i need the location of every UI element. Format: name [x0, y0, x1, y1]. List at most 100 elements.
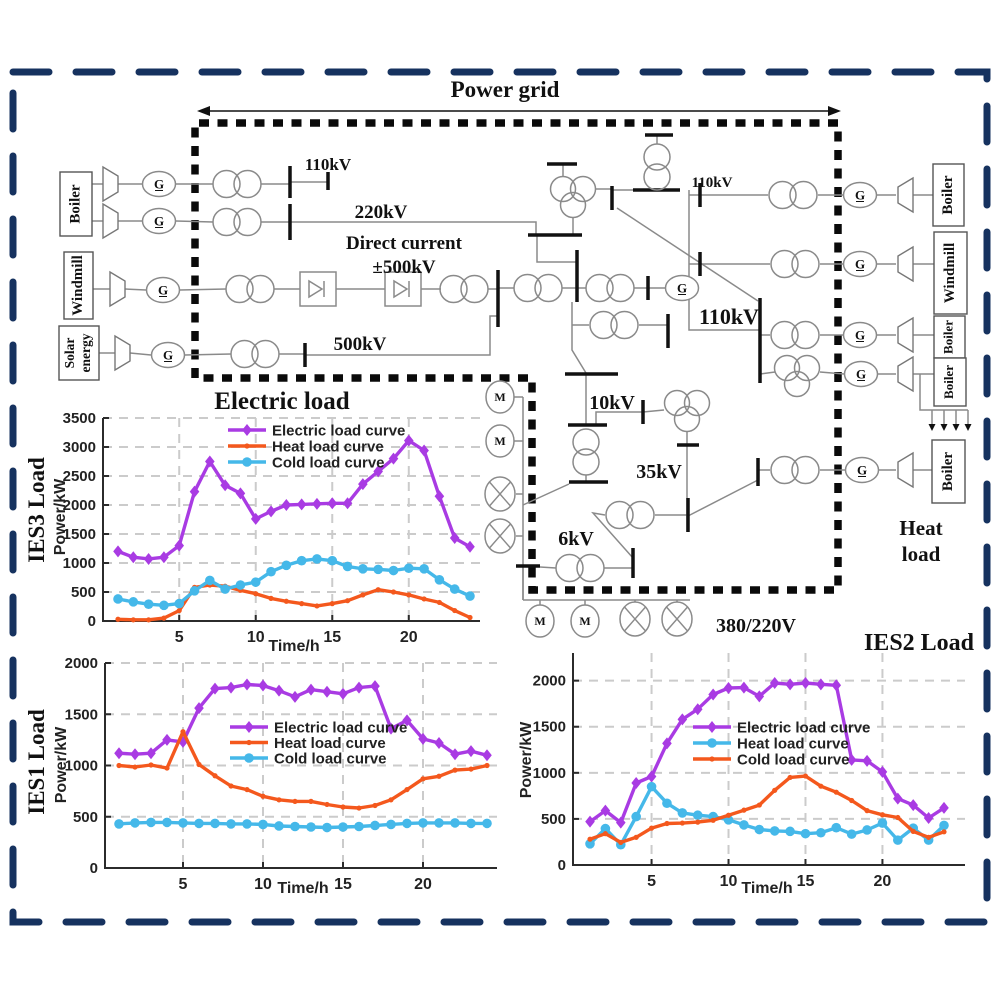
legend-label: Cold load curve [272, 455, 385, 472]
marker-diamond [194, 702, 204, 715]
marker-dot [115, 616, 121, 622]
series-cold-load-curve [114, 817, 492, 833]
y-axis-label: Power/kW [518, 721, 535, 798]
motor-symbol: M [485, 380, 515, 414]
x-tick-label: 20 [414, 876, 432, 893]
marker-diamond [419, 444, 429, 457]
marker-diamond [646, 770, 657, 783]
marker-circle [585, 839, 595, 849]
marker-circle [220, 584, 230, 594]
marker-dot [452, 607, 458, 614]
transformer-symbol [585, 273, 635, 303]
marker-diamond [816, 678, 826, 691]
y-tick-label: 0 [90, 860, 98, 877]
transformer-symbol [605, 500, 655, 530]
transformer-symbol-vertical [572, 428, 600, 476]
marker-circle [189, 586, 200, 596]
marker-circle [939, 820, 949, 831]
marker-dot [360, 592, 366, 598]
marker-dot [164, 765, 170, 771]
wire [179, 288, 227, 291]
marker-dot [725, 812, 732, 818]
box-label: Windmill [942, 243, 958, 304]
marker-dot [633, 834, 639, 840]
marker-diamond [662, 737, 672, 750]
axes: 0 500 1000 1500 2000 5 10 15 20 [65, 655, 497, 893]
x-tick-label: 15 [797, 873, 815, 890]
marker-circle [296, 555, 307, 566]
marker-diamond [615, 816, 626, 829]
x-tick-label: 10 [254, 876, 272, 893]
marker-circle [290, 821, 300, 832]
marker-diamond [242, 678, 252, 691]
marker-diamond [418, 732, 428, 745]
marker-diamond [893, 792, 903, 805]
chart-side-label: IES1 Load [24, 709, 49, 815]
marker-dot [802, 773, 809, 779]
box-label: Boiler [67, 184, 83, 223]
wire [688, 190, 760, 331]
marker-dot [132, 764, 138, 770]
marker-diamond [342, 497, 353, 510]
y-axis-label: Power/kW [53, 726, 70, 803]
marker-dot [228, 783, 234, 789]
wire [124, 288, 147, 291]
x-tick-label: 15 [323, 629, 341, 646]
marker-circle [205, 575, 215, 586]
x-tick-label: 20 [400, 629, 418, 646]
marker-circle [754, 824, 765, 835]
marker-circle [266, 566, 276, 577]
down-arrow-icon [940, 424, 948, 431]
chart-side-label: IES3 Load [24, 457, 49, 563]
series-heat-load-curve [585, 781, 949, 850]
legend-marker [244, 443, 250, 449]
source-box-solar-energy: Solar energy [58, 325, 100, 381]
marker-diamond [908, 799, 919, 812]
marker-diamond [370, 680, 380, 693]
marker-circle [274, 821, 284, 831]
y-tick-label: 500 [73, 809, 98, 826]
marker-circle [130, 818, 140, 828]
label-heat-load-2: load [902, 542, 941, 566]
marker-circle [373, 564, 383, 575]
power-grid-title: Power grid [451, 77, 560, 102]
marker-dot [833, 789, 839, 795]
marker-diamond [877, 765, 888, 778]
legend-marker [244, 721, 254, 733]
marker-circle [194, 818, 204, 829]
legend-label: Heat load curve [272, 439, 384, 456]
marker-diamond [296, 498, 307, 511]
marker-dot [910, 828, 916, 834]
marker-circle [388, 565, 399, 576]
marker-circle [146, 817, 156, 828]
marker-circle [174, 598, 185, 609]
marker-circle [419, 564, 429, 574]
marker-dot [756, 802, 762, 808]
marker-diamond [162, 733, 172, 746]
wire [175, 220, 214, 223]
chart-title: Electric load [214, 388, 349, 415]
marker-diamond [128, 551, 139, 564]
marker-diamond [386, 722, 396, 735]
down-arrow-icon [964, 424, 972, 431]
marker-circle [402, 818, 412, 829]
label-6kv: 6kV [558, 528, 594, 550]
marker-circle [893, 835, 903, 845]
marker-dot [420, 776, 426, 782]
marker-dot [244, 786, 250, 793]
marker-diamond [450, 748, 460, 761]
axes: 0 500 1000 1500 2000 5 10 15 20 [533, 653, 965, 890]
coupler-trapezoid-icon [897, 451, 914, 489]
marker-dot [602, 831, 608, 837]
transformer-symbol-vertical [643, 143, 671, 191]
y-axis-label: Power/kW [52, 478, 69, 555]
marker-dot [468, 766, 474, 772]
marker-dot [710, 817, 716, 823]
marker-dot [695, 819, 701, 825]
converter-icon [299, 271, 337, 307]
marker-diamond [210, 682, 220, 695]
generator-symbol: G [141, 170, 177, 198]
marker-diamond [449, 532, 460, 545]
legend-label: Electric load curve [737, 720, 870, 737]
